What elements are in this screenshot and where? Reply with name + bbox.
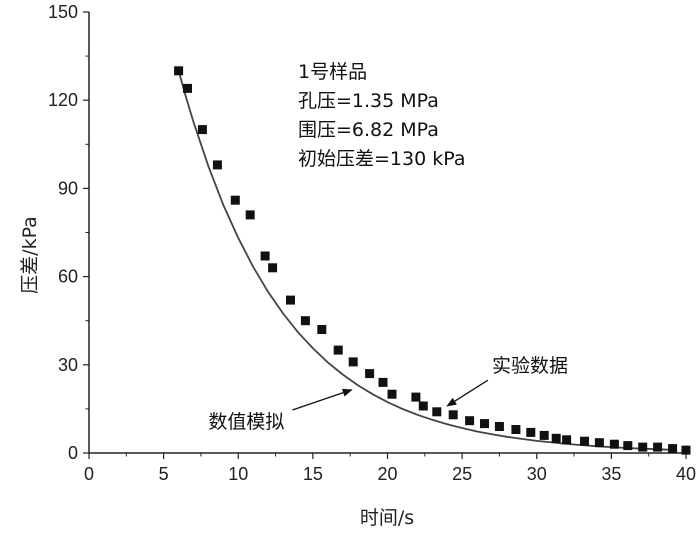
x-tick-label: 20 xyxy=(377,464,397,484)
data-point xyxy=(480,419,489,429)
info-line: 围压=6.82 MPa xyxy=(298,119,439,141)
data-point xyxy=(526,427,536,437)
data-point xyxy=(300,316,310,326)
x-tick-label: 30 xyxy=(527,464,547,484)
data-point xyxy=(609,439,619,449)
data-point xyxy=(653,442,663,452)
annotation-label: 实验数据 xyxy=(492,355,568,377)
data-point xyxy=(465,416,475,426)
data-point xyxy=(174,66,184,76)
x-axis-title: 时间/s xyxy=(360,507,414,529)
data-point xyxy=(580,436,589,446)
y-tick-label: 0 xyxy=(68,443,78,463)
data-point xyxy=(668,444,678,454)
annotation-label: 数值模拟 xyxy=(208,411,284,433)
data-point xyxy=(418,401,428,411)
x-tick-label: 25 xyxy=(452,464,472,484)
info-line: 1号样品 xyxy=(298,61,367,83)
data-point xyxy=(286,295,295,305)
data-point xyxy=(348,357,358,367)
data-point xyxy=(317,325,327,334)
data-point xyxy=(432,407,442,417)
x-tick-label: 5 xyxy=(159,464,169,484)
data-point xyxy=(411,392,421,402)
info-line: 初始压差=130 kPa xyxy=(298,148,465,170)
data-point xyxy=(638,442,648,452)
data-point xyxy=(623,441,633,451)
x-tick-label: 10 xyxy=(228,464,248,484)
y-tick-label: 30 xyxy=(58,355,78,375)
data-point xyxy=(387,389,397,399)
x-tick-label: 15 xyxy=(303,464,323,484)
y-axis-title: 压差/kPa xyxy=(19,216,41,294)
data-point xyxy=(197,125,207,135)
data-point xyxy=(378,377,388,387)
x-tick-label: 0 xyxy=(84,464,94,484)
y-tick-label: 90 xyxy=(58,178,78,198)
data-point xyxy=(562,435,572,445)
data-point xyxy=(260,251,270,261)
annotation-arrow xyxy=(446,379,489,407)
y-tick-label: 120 xyxy=(48,90,78,110)
data-point xyxy=(539,430,549,440)
x-tick-label: 40 xyxy=(676,464,696,484)
y-tick-label: 150 xyxy=(48,2,78,22)
data-point xyxy=(448,410,458,420)
info-line: 孔压=1.35 MPa xyxy=(298,90,439,112)
data-point xyxy=(230,195,240,205)
ticks: 0 5 10 15 20 25 30 35 40 0 30 60 90 120 150 xyxy=(48,2,696,484)
x-tick-label: 35 xyxy=(601,464,621,484)
data-point xyxy=(268,263,278,273)
data-point xyxy=(594,438,604,448)
data-point xyxy=(183,83,192,93)
data-point xyxy=(212,160,222,170)
data-point xyxy=(551,433,561,443)
experiment-series xyxy=(174,66,691,455)
data-point xyxy=(365,369,375,379)
data-point xyxy=(494,422,504,431)
data-point xyxy=(333,345,343,355)
data-point xyxy=(511,425,521,434)
annotation-arrow xyxy=(292,388,353,411)
data-point xyxy=(681,445,691,455)
data-point xyxy=(245,210,255,220)
y-tick-label: 60 xyxy=(58,267,78,287)
